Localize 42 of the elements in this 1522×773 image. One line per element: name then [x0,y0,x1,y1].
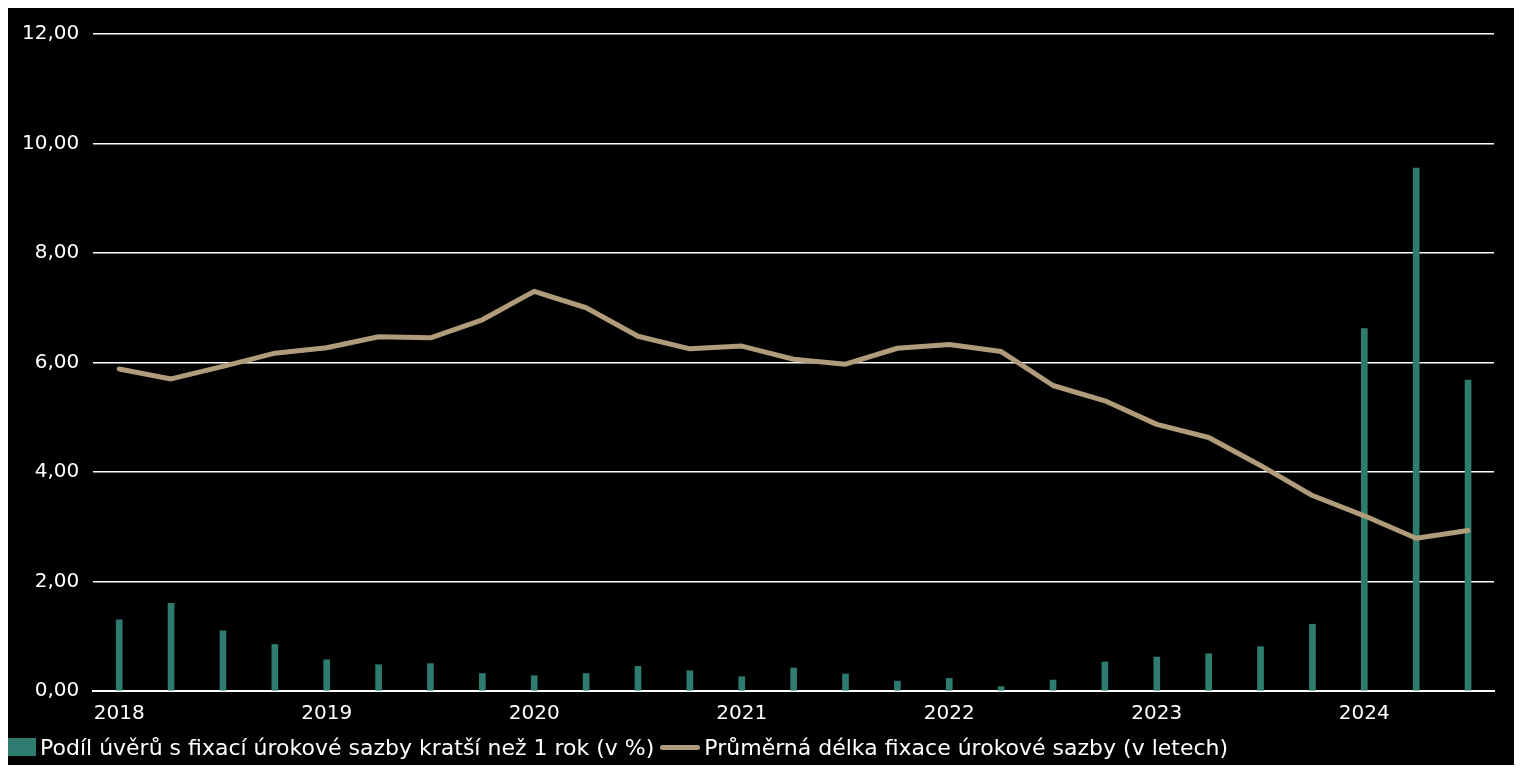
x-tick-label: 2020 [508,700,560,725]
bar [1309,623,1316,691]
x-tick-label: 2023 [1131,700,1183,725]
x-tick-label: 2019 [301,700,353,725]
x-tick-label: 2021 [716,700,768,725]
bar [219,630,227,691]
bar [427,663,434,691]
bar [1257,646,1264,691]
y-tick-label: 12,00 [21,20,80,45]
bar [686,670,694,691]
bar [167,603,175,691]
bar [790,667,797,691]
bar [1205,653,1212,691]
x-tick-label: 2022 [923,700,975,725]
bar [1049,679,1057,691]
y-tick-label: 4,00 [34,458,80,483]
bar [1412,167,1420,691]
bar [323,659,331,691]
bar [945,678,953,691]
legend-label: Podíl úvěrů s fixací úrokové sazby kratší než 1 rok (v %) [40,734,655,760]
bar [842,673,849,691]
bar [271,644,279,691]
bar [479,673,486,691]
legend-label: Průměrná délka fixace úrokové sazby (v letech) [704,734,1229,760]
y-tick-label: 8,00 [34,239,80,264]
y-tick-label: 10,00 [21,129,80,154]
bar [738,676,746,691]
y-tick-label: 2,00 [34,567,80,592]
bar [530,675,538,691]
bar [1153,656,1161,691]
bar [634,666,642,691]
bar [997,686,1005,691]
x-tick-label: 2024 [1338,700,1390,725]
y-tick-label: 0,00 [34,677,80,702]
bar [582,673,590,691]
x-tick-label: 2018 [93,700,145,725]
bar [375,664,382,691]
bar [1360,328,1368,691]
bar [1101,661,1109,691]
bar [894,680,901,691]
y-tick-label: 6,00 [34,348,80,373]
bar [115,619,123,691]
